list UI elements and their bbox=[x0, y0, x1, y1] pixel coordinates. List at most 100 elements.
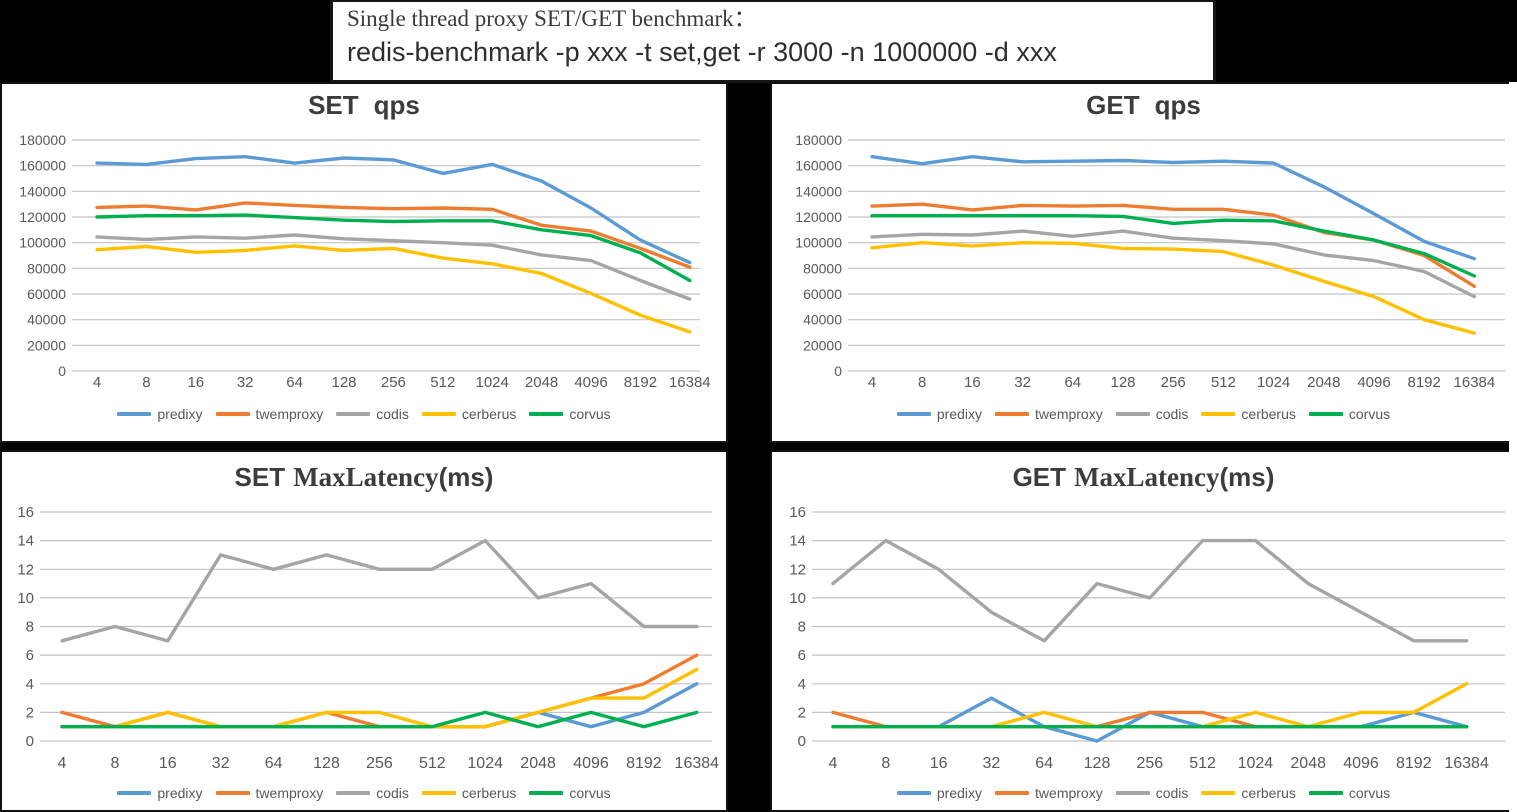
x-axis-tick-label: 64 bbox=[1064, 374, 1081, 391]
chart-title-prefix: SET bbox=[308, 90, 359, 120]
get_qps-cerberus-line bbox=[870, 240, 1477, 335]
x-axis-tick-label: 4096 bbox=[574, 374, 607, 391]
x-axis-tick-label: 1024 bbox=[1238, 755, 1274, 772]
chart-title-prefix: GET bbox=[1086, 90, 1140, 120]
legend-item-twemproxy: twemproxy bbox=[215, 785, 323, 801]
x-axis-tick-label: 256 bbox=[1136, 755, 1163, 772]
y-axis-tick-label: 14 bbox=[789, 533, 806, 550]
chart-title-prefix: GET bbox=[1012, 462, 1067, 492]
y-axis-tick-label: 60000 bbox=[803, 286, 842, 302]
legend-item-codis: codis bbox=[336, 406, 409, 422]
y-axis-tick-label: 100000 bbox=[795, 235, 842, 251]
x-axis-tick-label: 4096 bbox=[1357, 374, 1390, 391]
right-margin-strip bbox=[1509, 82, 1517, 812]
x-axis-tick-label: 1024 bbox=[1257, 374, 1290, 391]
y-axis-tick-label: 20000 bbox=[27, 337, 66, 353]
legend-item-twemproxy: twemproxy bbox=[215, 406, 324, 422]
predixy-line-swatch-icon bbox=[896, 791, 931, 795]
y-axis-tick-label: 140000 bbox=[19, 183, 66, 199]
legend-label: cerberus bbox=[461, 785, 517, 801]
header-title: Single thread proxy SET/GET benchmark： bbox=[347, 6, 757, 31]
y-axis-tick-label: 4 bbox=[26, 676, 34, 693]
y-axis-tick-label: 4 bbox=[798, 676, 806, 693]
legend-label: codis bbox=[376, 406, 409, 422]
x-axis-tick-label: 4 bbox=[93, 374, 101, 391]
header-box: Single thread proxy SET/GET benchmark： r… bbox=[330, 0, 1216, 83]
x-axis-tick-label: 16 bbox=[930, 755, 948, 772]
cerberus-line-swatch-icon bbox=[421, 412, 456, 416]
y-axis-tick-label: 0 bbox=[26, 733, 34, 750]
twemproxy-line-swatch-icon bbox=[215, 791, 250, 795]
get-latency-title: GET MaxLatency(ms) bbox=[772, 462, 1515, 493]
set-latency-title: SET MaxLatency(ms) bbox=[2, 462, 726, 493]
legend-item-codis: codis bbox=[1115, 785, 1189, 801]
legend-label: cerberus bbox=[461, 406, 517, 422]
legend-label: predixy bbox=[157, 785, 203, 801]
panel-get-qps: 0 20000 40000 60000 80000 100000 120000 140000 1… bbox=[770, 82, 1517, 443]
legend-label: predixy bbox=[936, 785, 983, 801]
y-axis-tick-label: 6 bbox=[26, 647, 34, 664]
y-axis-tick-label: 14 bbox=[17, 533, 34, 550]
y-axis-tick-label: 10 bbox=[17, 590, 34, 607]
get_qps-corvus-line bbox=[870, 213, 1477, 278]
x-axis-tick-label: 512 bbox=[1189, 755, 1216, 772]
x-axis-tick-label: 16384 bbox=[1444, 755, 1489, 772]
set_qps-twemproxy-line bbox=[95, 201, 692, 269]
y-axis-tick-label: 0 bbox=[58, 363, 66, 379]
get_qps-codis-line bbox=[870, 229, 1477, 299]
y-axis-tick-label: 2 bbox=[798, 704, 806, 721]
set_latency-corvus-line bbox=[60, 710, 699, 729]
legend-label: twemproxy bbox=[1035, 406, 1103, 422]
corvus-line-swatch-icon bbox=[1308, 412, 1343, 416]
predixy-line-swatch-icon bbox=[896, 412, 931, 416]
legend-label: codis bbox=[376, 785, 409, 801]
chart-title-suffix: (ms) bbox=[1219, 462, 1275, 492]
set-qps-title: SET qps bbox=[2, 90, 726, 121]
x-axis-tick-label: 128 bbox=[1084, 755, 1111, 772]
x-axis-tick-label: 16 bbox=[159, 755, 177, 772]
x-axis-tick-label: 4 bbox=[58, 755, 67, 772]
x-axis-tick-label: 4096 bbox=[573, 755, 609, 772]
y-axis-tick-label: 0 bbox=[798, 733, 806, 750]
y-axis-tick-label: 160000 bbox=[19, 158, 66, 174]
x-axis-tick-label: 128 bbox=[313, 755, 340, 772]
legend-item-cerberus: cerberus bbox=[1201, 406, 1296, 422]
x-axis-tick-label: 8 bbox=[918, 374, 926, 391]
set_qps-predixy-line bbox=[95, 154, 692, 265]
y-axis-tick-label: 120000 bbox=[795, 209, 842, 225]
y-axis-tick-label: 180000 bbox=[795, 132, 842, 148]
y-axis-tick-label: 120000 bbox=[19, 209, 66, 225]
cerberus-line-swatch-icon bbox=[1201, 412, 1236, 416]
set_qps-corvus-line bbox=[95, 213, 692, 283]
set_latency-cerberus-line bbox=[60, 667, 699, 729]
legend-label: twemproxy bbox=[255, 406, 324, 422]
legend-item-twemproxy: twemproxy bbox=[995, 406, 1103, 422]
y-axis-tick-label: 12 bbox=[17, 561, 34, 578]
x-axis-tick-label: 512 bbox=[419, 755, 446, 772]
corvus-line-swatch-icon bbox=[529, 791, 564, 795]
x-axis-tick-label: 16384 bbox=[675, 755, 720, 772]
legend-item-codis: codis bbox=[336, 785, 409, 801]
x-axis-tick-label: 32 bbox=[212, 755, 230, 772]
x-axis-tick-label: 16384 bbox=[669, 374, 711, 391]
legend-label: corvus bbox=[569, 785, 611, 801]
legend-item-codis: codis bbox=[1115, 406, 1188, 422]
x-axis-tick-label: 64 bbox=[1035, 755, 1053, 772]
legend-label: twemproxy bbox=[1035, 785, 1103, 801]
set_latency-predixy-line bbox=[60, 682, 699, 729]
cerberus-line-swatch-icon bbox=[421, 791, 456, 795]
y-axis-tick-label: 140000 bbox=[795, 183, 842, 199]
y-axis-tick-label: 100000 bbox=[19, 235, 66, 251]
x-axis-tick-label: 2048 bbox=[1290, 755, 1326, 772]
get_latency-codis-line bbox=[831, 538, 1469, 643]
chart-title-mid: MaxLatency bbox=[293, 462, 439, 492]
x-axis-tick-label: 256 bbox=[366, 755, 393, 772]
legend-item-twemproxy: twemproxy bbox=[995, 785, 1103, 801]
legend-label: codis bbox=[1155, 785, 1189, 801]
legend-get-latency: predixy twemproxy codis cerberus corvus bbox=[772, 785, 1515, 801]
legend-label: cerberus bbox=[1241, 785, 1296, 801]
x-axis-tick-label: 512 bbox=[1211, 374, 1236, 391]
y-axis-tick-label: 0 bbox=[834, 363, 842, 379]
legend-item-corvus: corvus bbox=[1308, 785, 1390, 801]
get_latency-predixy-line bbox=[831, 696, 1469, 743]
